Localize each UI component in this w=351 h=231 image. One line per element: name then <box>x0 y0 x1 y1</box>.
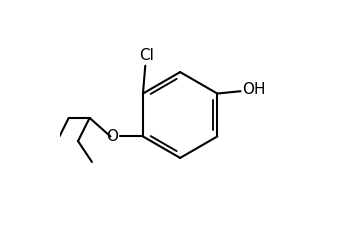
Text: Cl: Cl <box>139 47 154 62</box>
Text: O: O <box>107 129 119 144</box>
Text: OH: OH <box>242 82 265 97</box>
